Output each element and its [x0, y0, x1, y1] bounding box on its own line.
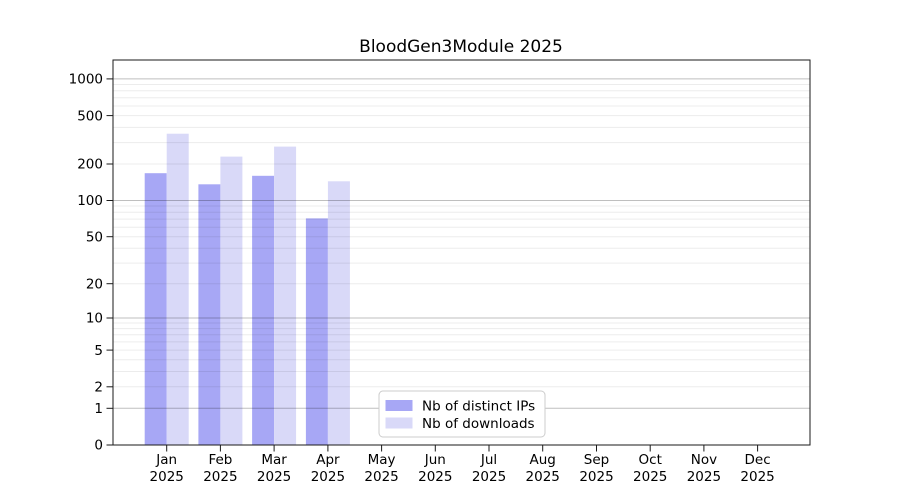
legend-label-downloads: Nb of downloads: [422, 416, 535, 432]
bar-apr-downloads: [327, 181, 350, 446]
x-tick-year-jul: 2025: [472, 469, 506, 485]
x-tick-year-feb: 2025: [203, 469, 237, 485]
x-tick-label-may: May: [368, 452, 396, 468]
y-tick-label-50: 50: [86, 229, 103, 245]
y-axis: 0 1 2 5 10 20 50 100 200 500 1000: [69, 72, 113, 454]
y-tick-label-1: 1: [94, 401, 103, 417]
x-tick-year-aug: 2025: [526, 469, 560, 485]
bar-mar-downloads: [274, 146, 297, 445]
y-tick-label-0: 0: [94, 438, 103, 454]
bar-jan-distinct-ips: [144, 173, 167, 445]
y-tick-label-20: 20: [86, 276, 103, 292]
y-tick-label-100: 100: [77, 193, 103, 209]
bar-jan-downloads: [166, 133, 189, 445]
legend-swatch-distinct-ips: [385, 400, 413, 411]
x-tick-label-oct: Oct: [639, 452, 662, 468]
y-tick-label-200: 200: [77, 157, 103, 173]
x-tick-year-mar: 2025: [257, 469, 291, 485]
x-tick-label-jan: Jan: [155, 452, 177, 468]
legend-label-distinct-ips: Nb of distinct IPs: [422, 399, 535, 415]
x-tick-label-mar: Mar: [261, 452, 287, 468]
y-tick-label-10: 10: [86, 311, 103, 327]
x-tick-year-sep: 2025: [579, 469, 613, 485]
x-tick-year-jun: 2025: [418, 469, 452, 485]
x-tick-year-may: 2025: [364, 469, 398, 485]
x-tick-year-jan: 2025: [150, 469, 184, 485]
x-tick-label-apr: Apr: [316, 452, 340, 468]
bar-mar-distinct-ips: [252, 175, 275, 446]
x-tick-year-nov: 2025: [687, 469, 721, 485]
y-tick-label-500: 500: [77, 108, 103, 124]
bar-apr-distinct-ips: [305, 218, 328, 445]
legend-swatch-downloads: [385, 417, 413, 429]
bar-feb-downloads: [220, 156, 243, 445]
bars-layer: [144, 133, 350, 446]
x-tick-label-nov: Nov: [691, 452, 717, 468]
x-tick-label-jun: Jun: [424, 452, 446, 468]
y-tick-label-2: 2: [94, 380, 103, 396]
plot-border: [112, 59, 811, 446]
x-tick-label-feb: Feb: [208, 452, 232, 468]
chart-title: BloodGen3Module 2025: [359, 37, 563, 57]
y-tick-label-1000: 1000: [69, 72, 103, 88]
x-tick-year-apr: 2025: [311, 469, 345, 485]
x-tick-label-dec: Dec: [745, 452, 771, 468]
y-tick-label-5: 5: [94, 343, 103, 359]
x-tick-year-oct: 2025: [633, 469, 667, 485]
x-tick-label-jul: Jul: [480, 452, 497, 468]
legend-box: [378, 390, 546, 438]
x-tick-label-sep: Sep: [584, 452, 609, 468]
x-tick-label-aug: Aug: [530, 452, 556, 468]
bar-feb-distinct-ips: [198, 184, 221, 446]
x-axis: Jan2025Feb2025Mar2025Apr2025May2025Jun20…: [150, 445, 775, 485]
x-tick-year-dec: 2025: [740, 469, 774, 485]
